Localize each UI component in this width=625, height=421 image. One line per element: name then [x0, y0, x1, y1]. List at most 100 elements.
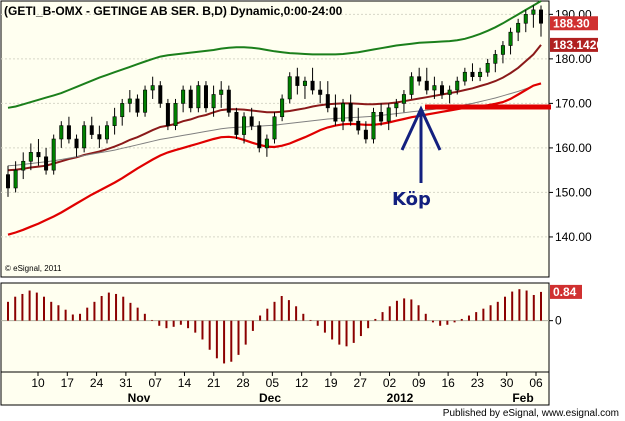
candle-body — [257, 125, 262, 149]
candlestick — [523, 9, 528, 33]
candlestick — [82, 121, 87, 153]
candlestick — [112, 107, 117, 135]
x-axis-label: 21 — [207, 376, 221, 390]
candle-body — [13, 169, 18, 189]
candle-body — [341, 103, 346, 122]
x-axis-label: 06 — [529, 376, 543, 390]
candlestick — [516, 18, 521, 42]
candlestick — [302, 76, 307, 99]
candle-body — [348, 103, 353, 122]
candle-body — [74, 138, 79, 149]
candle-body — [181, 89, 186, 104]
candlestick — [104, 121, 109, 144]
candlestick — [242, 112, 247, 144]
x-axis-label: 23 — [471, 376, 485, 390]
candle-body — [272, 116, 277, 140]
upper-band-line — [7, 0, 542, 109]
candlestick — [386, 103, 391, 131]
candlestick — [379, 103, 384, 126]
candle-body — [447, 89, 452, 95]
candle-body — [302, 80, 307, 86]
candle-body — [249, 116, 254, 126]
candle-body — [318, 89, 323, 95]
candle-body — [379, 111, 384, 122]
x-axis-label: 05 — [266, 376, 280, 390]
candlestick — [531, 5, 536, 28]
candle-body — [371, 111, 376, 140]
candlestick — [401, 90, 406, 113]
candlestick — [66, 116, 71, 144]
candlestick — [211, 85, 216, 117]
candlestick — [257, 121, 262, 153]
candlestick — [226, 85, 231, 117]
candle-body — [158, 85, 163, 104]
month-label: 2012 — [387, 391, 414, 405]
candle-body — [432, 85, 437, 91]
x-axis-label: 14 — [178, 376, 192, 390]
candle-body — [508, 31, 513, 46]
candlestick — [165, 98, 170, 131]
candle-body — [280, 98, 285, 118]
candlestick — [295, 67, 300, 95]
x-axis-label: 10 — [31, 376, 45, 390]
candle-body — [455, 80, 460, 91]
candle-body — [242, 116, 247, 135]
candlestick — [440, 81, 445, 99]
osc-axis-label: 0 — [555, 314, 562, 328]
candle-body — [310, 80, 315, 91]
month-label: Nov — [128, 391, 151, 405]
candlestick — [394, 98, 399, 117]
x-axis-label: 28 — [236, 376, 250, 390]
chart-title: (GETI_B-OMX - GETINGE AB SER. B,D) Dynam… — [4, 4, 343, 18]
x-axis-label: 19 — [324, 376, 338, 390]
candle-body — [394, 103, 399, 109]
candlestick — [432, 76, 437, 99]
osc-value-tag-bg — [550, 284, 582, 299]
candle-body — [219, 89, 224, 95]
candlestick — [6, 165, 11, 197]
candlestick — [318, 81, 323, 104]
candle-body — [538, 9, 543, 24]
candlestick — [341, 98, 346, 131]
candle-body — [516, 22, 521, 33]
candlestick — [249, 107, 254, 131]
publisher-footer: Published by eSignal, www.esignal.com — [443, 408, 619, 419]
candlestick — [363, 121, 368, 144]
x-axis: 10 17 24 31 07 14 21 28 05 12 19 27 02 09 16 23 30 06 Nov D… — [31, 372, 543, 405]
candle-body — [226, 89, 231, 113]
candlestick — [97, 125, 102, 148]
buy-annotation: Köp — [392, 104, 551, 210]
candle-body — [234, 111, 239, 135]
month-label: Dec — [259, 391, 281, 405]
candlestick — [28, 143, 33, 171]
candle-body — [97, 134, 102, 140]
candle-body — [470, 71, 475, 77]
oscillator-y-axis: 00.84 — [549, 284, 582, 328]
x-axis-label: 24 — [90, 376, 104, 390]
candlestick — [417, 67, 422, 86]
candle-body — [28, 152, 33, 162]
candle-body — [135, 98, 140, 113]
candlestick — [333, 94, 338, 126]
candlestick — [127, 90, 132, 113]
candlestick — [196, 81, 201, 113]
candle-body — [112, 116, 117, 126]
candle-body — [264, 138, 269, 149]
candlestick — [500, 41, 505, 64]
candlestick — [143, 85, 148, 117]
candlestick — [310, 67, 315, 95]
candlestick — [44, 147, 49, 175]
x-axis-label: 30 — [500, 376, 514, 390]
candle-body — [417, 76, 422, 82]
candlestick — [493, 49, 498, 73]
candlestick — [158, 81, 163, 108]
candle-body — [531, 9, 536, 15]
price-axis-label: 150.00 — [555, 185, 592, 199]
candle-body — [424, 80, 429, 91]
candle-body — [287, 76, 292, 100]
avg-value-tag: 183.14209 — [553, 38, 610, 52]
candlestick — [280, 94, 285, 122]
candlestick — [264, 134, 269, 157]
candle-body — [462, 71, 467, 82]
